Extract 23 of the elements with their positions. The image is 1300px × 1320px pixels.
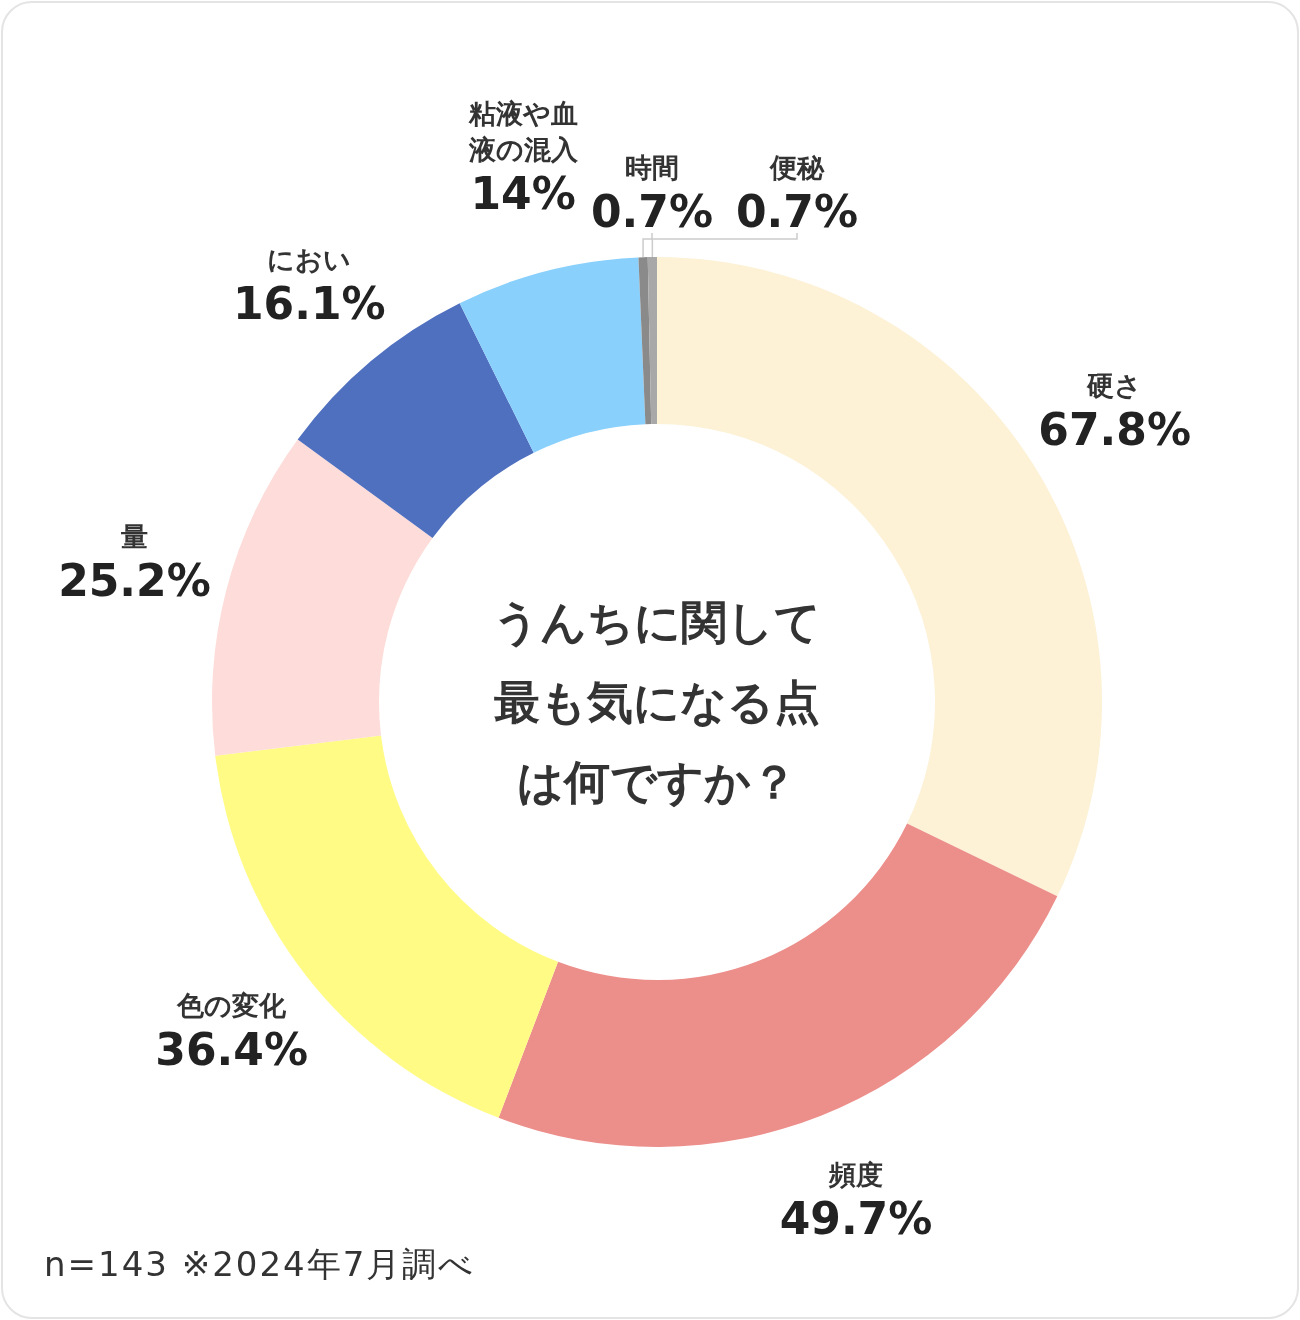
data-label: 0.7% bbox=[590, 186, 714, 237]
slice-label: 時間 bbox=[625, 152, 679, 183]
slice-label: 粘液や血液の混入 bbox=[467, 97, 579, 165]
slice-label: 便秘 bbox=[769, 152, 825, 183]
data-label: 67.8% bbox=[1038, 404, 1192, 456]
donut-slice bbox=[647, 257, 657, 425]
data-label: 16.1% bbox=[232, 277, 386, 329]
text: n=143 ※2024年7月調べ bbox=[44, 1244, 476, 1284]
text: うんちに関して最も気になる点は何ですか？ bbox=[493, 595, 821, 809]
donut-slice bbox=[638, 257, 652, 425]
slice-label: におい bbox=[267, 243, 352, 275]
data-label: 14% bbox=[470, 167, 576, 219]
donut-slice bbox=[498, 823, 1058, 1147]
slice-label: 硬さ bbox=[1086, 370, 1143, 402]
data-label: 0.7% bbox=[735, 186, 859, 237]
slice-label: 色の変化 bbox=[176, 989, 288, 1021]
slice-label: 頻度 bbox=[828, 1159, 883, 1190]
data-label: 25.2% bbox=[58, 554, 211, 606]
data-label: 36.4% bbox=[155, 1023, 308, 1075]
donut-slice bbox=[459, 257, 646, 453]
slice-label: 量 bbox=[119, 520, 148, 552]
data-label: 49.7% bbox=[779, 1193, 933, 1244]
donut-slice bbox=[212, 439, 433, 756]
